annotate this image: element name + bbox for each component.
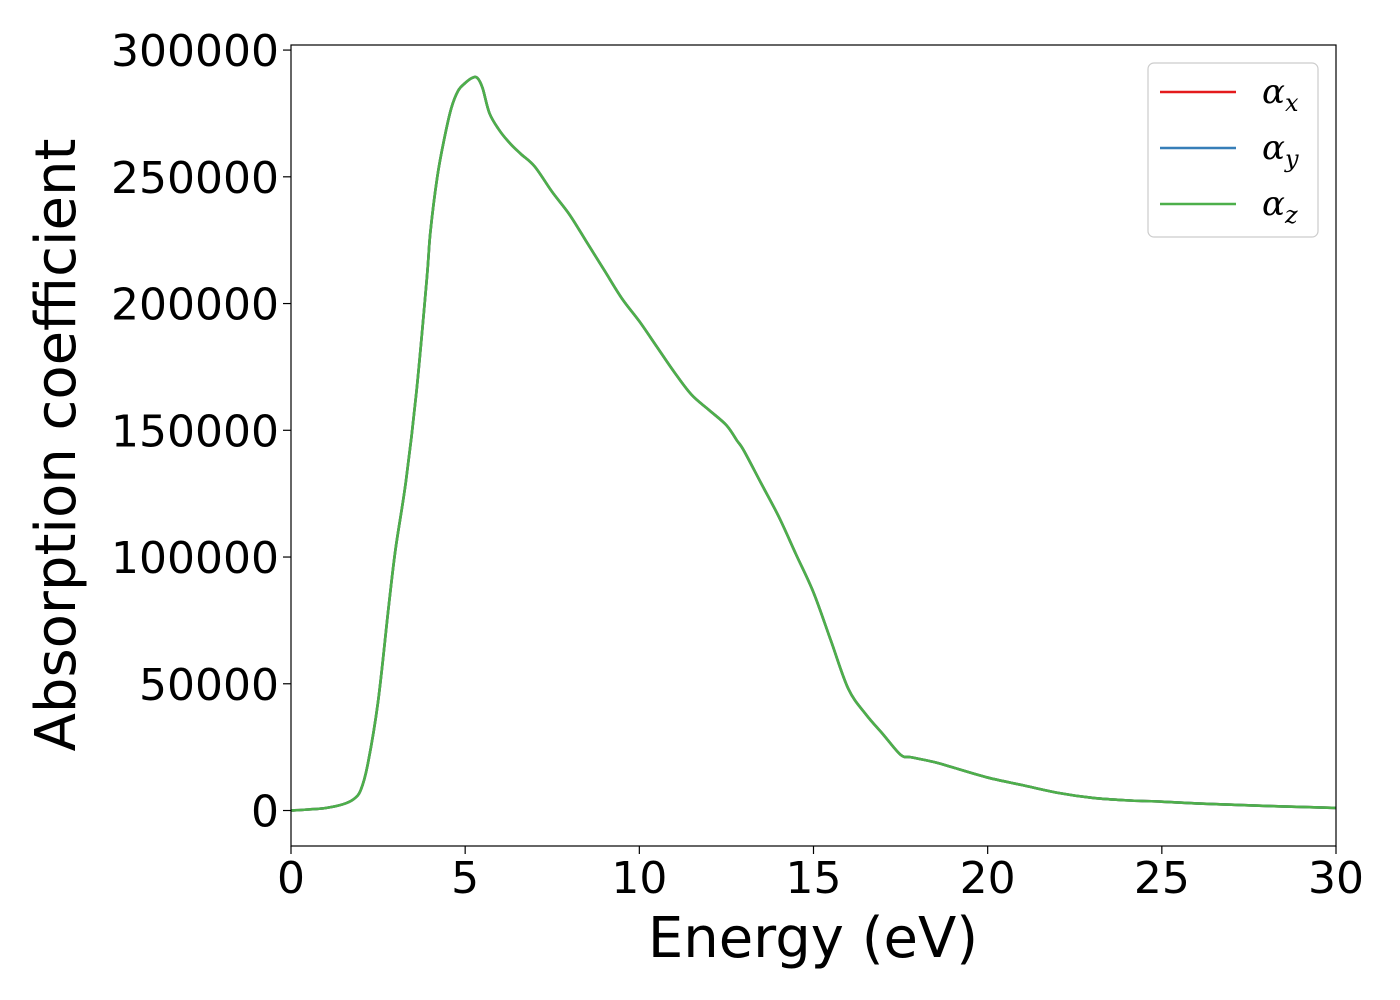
y-tick-label: 0 xyxy=(251,787,279,838)
y-axis-label: Absorption coefficient xyxy=(24,139,89,752)
x-tick-label: 5 xyxy=(451,853,479,904)
legend-box xyxy=(1147,62,1319,238)
legend-label-y: αy xyxy=(1262,128,1299,173)
y-tick-label: 50000 xyxy=(139,660,279,711)
y-axis-ticks: 0 50000 100000 150000 200000 250000 300000 xyxy=(111,26,291,838)
x-tick-label: 20 xyxy=(960,853,1016,904)
series-line-z xyxy=(290,75,1337,812)
x-tick-label: 25 xyxy=(1134,853,1190,904)
y-tick-label: 250000 xyxy=(111,153,279,204)
x-tick-label: 15 xyxy=(786,853,842,904)
y-tick-label: 150000 xyxy=(111,406,279,457)
y-tick-label: 300000 xyxy=(111,26,279,77)
x-axis-label: Energy (eV) xyxy=(648,906,978,971)
series-layer xyxy=(290,75,1337,812)
y-tick-label: 200000 xyxy=(111,280,279,331)
x-tick-label: 10 xyxy=(611,853,667,904)
x-axis-ticks: 0 5 10 15 20 25 30 xyxy=(277,846,1364,904)
legend: αx αy αz xyxy=(1147,62,1319,238)
y-tick-label: 100000 xyxy=(111,533,279,584)
legend-label-z: αz xyxy=(1262,184,1298,229)
x-tick-label: 30 xyxy=(1308,853,1364,904)
x-tick-label: 0 xyxy=(277,853,305,904)
legend-label-x: αx xyxy=(1262,72,1299,117)
